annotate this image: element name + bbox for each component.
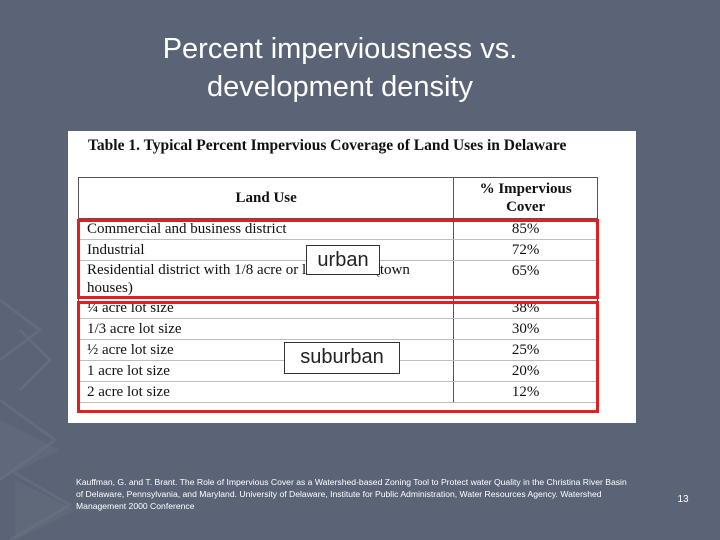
urban-highlight-box bbox=[77, 219, 599, 299]
land-use-cell: 2 acre lot size bbox=[77, 381, 455, 403]
header-impervious-line-1: % Impervious bbox=[479, 181, 572, 197]
percent-cell: 30% bbox=[453, 318, 598, 340]
header-impervious-line-2: Cover bbox=[506, 199, 546, 215]
header-impervious-cover: % Impervious Cover bbox=[453, 177, 598, 219]
suburban-label: suburban bbox=[284, 342, 400, 374]
table-row: 2 acre lot size 12% bbox=[77, 381, 598, 403]
suburban-highlight-box bbox=[77, 301, 599, 413]
percent-cell: 72% bbox=[453, 239, 598, 261]
slide-number: 13 bbox=[677, 494, 689, 505]
table-row: Commercial and business district 85% bbox=[77, 218, 598, 240]
slide-title-line-1: Percent imperviousness vs. bbox=[162, 33, 518, 65]
land-use-cell: Commercial and business district bbox=[77, 218, 455, 240]
table-header-row: Land Use % Impervious Cover bbox=[77, 177, 598, 219]
slide-title-line-2: development density bbox=[207, 71, 473, 103]
slide-title: Percent imperviousness vs. development d… bbox=[100, 30, 580, 106]
percent-cell: 25% bbox=[453, 339, 598, 361]
table-caption: Table 1. Typical Percent Impervious Cove… bbox=[88, 137, 567, 154]
percent-cell: 20% bbox=[453, 360, 598, 382]
percent-cell: 12% bbox=[453, 381, 598, 403]
table-row: 1/3 acre lot size 30% bbox=[77, 318, 598, 340]
citation-text: Kauffman, G. and T. Brant. The Role of I… bbox=[76, 477, 627, 511]
land-use-cell: 1/3 acre lot size bbox=[77, 318, 455, 340]
urban-label: urban bbox=[306, 245, 380, 275]
header-land-use: Land Use bbox=[77, 177, 455, 219]
